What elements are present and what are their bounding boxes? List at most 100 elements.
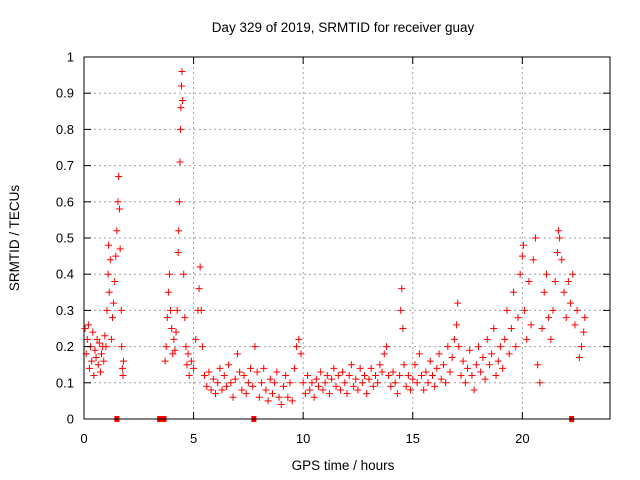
data-point	[334, 372, 342, 380]
data-point	[268, 390, 276, 398]
data-point	[100, 357, 108, 365]
data-point	[545, 314, 553, 322]
data-point	[240, 372, 248, 380]
data-point	[453, 321, 461, 329]
data-point	[507, 325, 515, 332]
data-point	[399, 325, 407, 332]
data-point	[444, 343, 452, 351]
data-point	[171, 346, 179, 354]
data-point	[113, 227, 121, 235]
data-point	[180, 270, 188, 278]
data-point	[205, 368, 213, 376]
data-point	[216, 364, 224, 372]
data-point	[562, 314, 570, 322]
data-point	[168, 325, 176, 332]
data-point	[560, 288, 568, 296]
data-point	[93, 335, 101, 343]
data-point	[580, 328, 588, 336]
y-tick-label: 0	[67, 412, 74, 427]
data-point	[293, 343, 301, 351]
data-point	[531, 234, 539, 242]
data-point	[485, 361, 493, 369]
data-point	[203, 382, 211, 390]
data-point	[402, 382, 410, 390]
data-point	[361, 372, 369, 380]
data-point	[371, 372, 379, 380]
data-point	[110, 299, 118, 307]
data-point	[549, 306, 557, 314]
data-point	[365, 375, 373, 383]
data-point	[85, 364, 93, 372]
data-point	[521, 306, 529, 314]
data-point	[424, 379, 432, 387]
data-point	[89, 328, 97, 336]
y-tick-label: 0.3	[56, 303, 74, 318]
data-point	[505, 350, 513, 358]
data-point	[90, 372, 98, 380]
data-point	[343, 390, 351, 398]
data-point	[325, 390, 333, 398]
data-point	[176, 125, 184, 133]
data-point	[461, 379, 469, 387]
data-point	[182, 343, 190, 351]
data-point	[538, 325, 546, 332]
data-point	[184, 350, 192, 358]
data-point	[352, 375, 360, 383]
data-point	[161, 357, 169, 365]
y-tick-label: 0.1	[56, 375, 74, 390]
data-point	[173, 306, 181, 314]
data-point	[499, 364, 507, 372]
data-point	[315, 382, 323, 390]
data-point	[437, 375, 445, 383]
data-point	[350, 382, 358, 390]
x-ticks: 0 5 10 15 20	[80, 57, 530, 446]
data-point	[196, 263, 204, 271]
data-point	[450, 335, 458, 343]
data-point	[339, 368, 347, 376]
x-tick-label: 5	[190, 431, 197, 446]
data-point	[442, 379, 450, 387]
y-tick-label: 0.8	[56, 122, 74, 137]
data-point	[102, 343, 110, 351]
data-point	[185, 372, 193, 380]
data-point	[207, 386, 215, 394]
data-point	[91, 346, 99, 354]
data-point	[323, 372, 331, 380]
data-point	[479, 353, 487, 361]
data-point	[547, 335, 555, 343]
data-point	[422, 368, 430, 376]
chart-title: Day 329 of 2019, SRMTID for receiver gua…	[212, 20, 475, 35]
data-point	[536, 379, 544, 387]
data-point	[387, 382, 395, 390]
data-point	[470, 386, 478, 394]
data-point	[393, 390, 401, 398]
data-point	[328, 375, 336, 383]
data-point	[104, 270, 112, 278]
data-point	[374, 379, 382, 387]
data-point	[277, 401, 285, 409]
y-tick-label: 0.9	[56, 86, 74, 101]
data-point	[523, 335, 531, 343]
data-point	[88, 357, 96, 365]
data-point	[319, 386, 327, 394]
x-tick-label: 20	[515, 431, 529, 446]
data-point	[118, 364, 126, 372]
data-point	[115, 172, 123, 180]
data-point	[105, 241, 113, 249]
data-point	[457, 372, 465, 380]
data-point	[179, 96, 187, 104]
data-point	[415, 350, 423, 358]
data-point	[466, 346, 474, 354]
data-point	[448, 353, 456, 361]
data-point	[571, 321, 579, 329]
data-point	[251, 343, 259, 351]
data-point	[170, 335, 178, 343]
data-point	[312, 375, 320, 383]
data-point	[229, 393, 237, 401]
data-point	[183, 361, 191, 369]
data-point	[439, 361, 447, 369]
data-point	[222, 382, 230, 390]
data-point	[297, 350, 305, 358]
data-point	[433, 364, 441, 372]
